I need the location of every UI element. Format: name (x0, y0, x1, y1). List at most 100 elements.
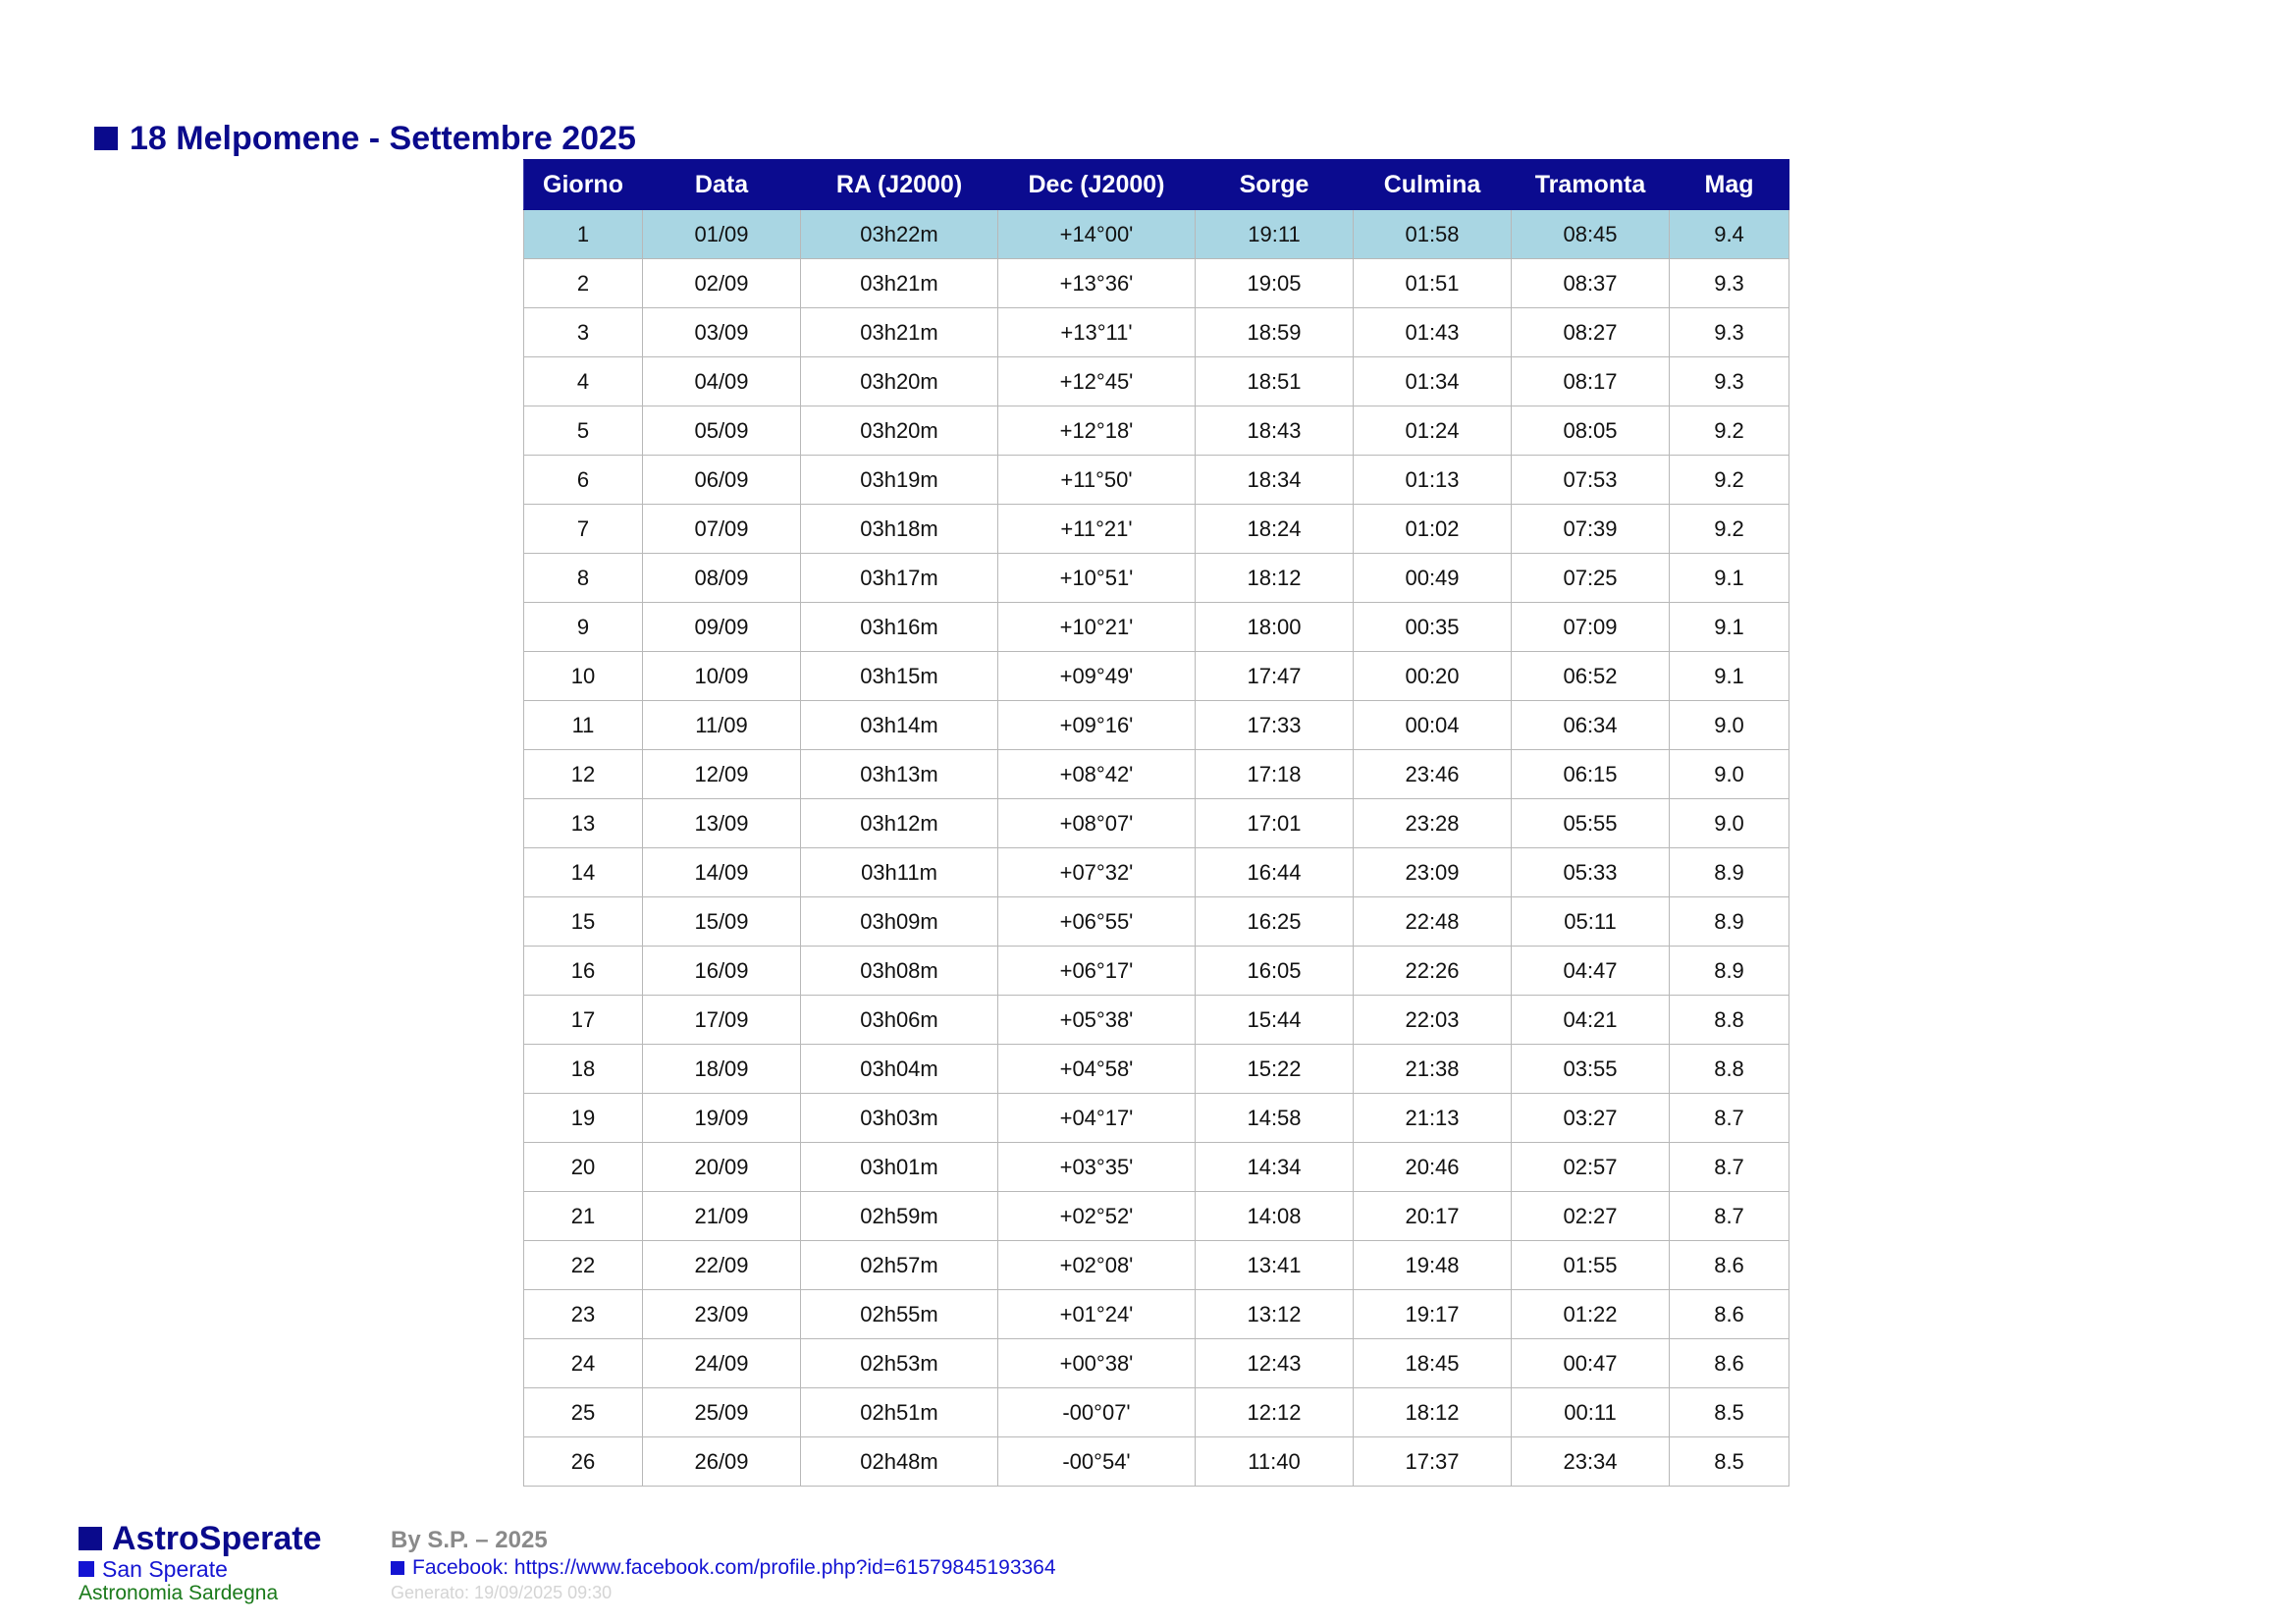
cell-data: 12/09 (642, 749, 801, 799)
cell-ra: 03h04m (800, 1044, 998, 1094)
cell-sorge: 14:58 (1195, 1093, 1354, 1143)
cell-ra: 03h20m (800, 406, 998, 456)
cell-mag: 8.8 (1669, 995, 1789, 1045)
cell-tramonta: 08:37 (1511, 258, 1670, 308)
cell-ra: 03h08m (800, 946, 998, 996)
cell-giorno: 3 (523, 307, 643, 357)
cell-data: 02/09 (642, 258, 801, 308)
cell-giorno: 7 (523, 504, 643, 554)
cell-culmina: 17:37 (1353, 1436, 1512, 1487)
cell-mag: 8.9 (1669, 946, 1789, 996)
table-row: 24 24/09 02h53m +00°38' 12:43 18:45 00:47 8.6 (523, 1338, 1789, 1388)
table-row: 7 07/09 03h18m +11°21' 18:24 01:02 07:39 9.2 (523, 504, 1789, 554)
cell-tramonta: 00:11 (1511, 1387, 1670, 1437)
cell-tramonta: 04:47 (1511, 946, 1670, 996)
cell-mag: 9.0 (1669, 700, 1789, 750)
cell-culmina: 22:03 (1353, 995, 1512, 1045)
cell-giorno: 18 (523, 1044, 643, 1094)
column-header-ra: RA (J2000) (800, 159, 998, 210)
cell-mag: 9.2 (1669, 406, 1789, 456)
cell-ra: 03h20m (800, 356, 998, 406)
cell-mag: 8.7 (1669, 1093, 1789, 1143)
cell-sorge: 17:47 (1195, 651, 1354, 701)
cell-giorno: 24 (523, 1338, 643, 1388)
cell-sorge: 18:00 (1195, 602, 1354, 652)
column-header-dec: Dec (J2000) (997, 159, 1196, 210)
table-row: 23 23/09 02h55m +01°24' 13:12 19:17 01:22 8.6 (523, 1289, 1789, 1339)
cell-tramonta: 23:34 (1511, 1436, 1670, 1487)
cell-sorge: 18:24 (1195, 504, 1354, 554)
cell-ra: 03h13m (800, 749, 998, 799)
cell-tramonta: 08:05 (1511, 406, 1670, 456)
cell-mag: 9.2 (1669, 504, 1789, 554)
cell-sorge: 17:33 (1195, 700, 1354, 750)
cell-culmina: 23:09 (1353, 847, 1512, 897)
table-row: 18 18/09 03h04m +04°58' 15:22 21:38 03:55 8.8 (523, 1044, 1789, 1094)
cell-data: 10/09 (642, 651, 801, 701)
cell-dec: -00°07' (997, 1387, 1196, 1437)
cell-ra: 03h15m (800, 651, 998, 701)
table-row: 1 01/09 03h22m +14°00' 19:11 01:58 08:45 9.4 (523, 209, 1789, 259)
cell-ra: 03h01m (800, 1142, 998, 1192)
cell-giorno: 2 (523, 258, 643, 308)
cell-giorno: 21 (523, 1191, 643, 1241)
cell-dec: +06°17' (997, 946, 1196, 996)
table-row: 4 04/09 03h20m +12°45' 18:51 01:34 08:17 9.3 (523, 356, 1789, 406)
cell-mag: 8.9 (1669, 847, 1789, 897)
cell-giorno: 11 (523, 700, 643, 750)
cell-mag: 9.1 (1669, 651, 1789, 701)
cell-tramonta: 07:53 (1511, 455, 1670, 505)
cell-ra: 03h21m (800, 258, 998, 308)
square-bullet-icon (79, 1527, 102, 1550)
cell-giorno: 23 (523, 1289, 643, 1339)
facebook-link[interactable]: Facebook: https://www.facebook.com/profi… (412, 1556, 1056, 1579)
cell-tramonta: 06:34 (1511, 700, 1670, 750)
cell-culmina: 01:43 (1353, 307, 1512, 357)
cell-dec: +05°38' (997, 995, 1196, 1045)
cell-mag: 8.8 (1669, 1044, 1789, 1094)
cell-sorge: 13:41 (1195, 1240, 1354, 1290)
table-row: 25 25/09 02h51m -00°07' 12:12 18:12 00:11 8.5 (523, 1387, 1789, 1437)
cell-data: 26/09 (642, 1436, 801, 1487)
cell-mag: 9.3 (1669, 356, 1789, 406)
cell-dec: +12°45' (997, 356, 1196, 406)
cell-data: 01/09 (642, 209, 801, 259)
column-header-culmina: Culmina (1353, 159, 1512, 210)
table-row: 6 06/09 03h19m +11°50' 18:34 01:13 07:53 9.2 (523, 455, 1789, 505)
cell-giorno: 1 (523, 209, 643, 259)
cell-culmina: 18:12 (1353, 1387, 1512, 1437)
author-credit: By S.P. – 2025 (391, 1527, 548, 1553)
facebook-link-row[interactable]: Facebook: https://www.facebook.com/profi… (391, 1555, 1056, 1581)
cell-culmina: 22:26 (1353, 946, 1512, 996)
cell-giorno: 26 (523, 1436, 643, 1487)
cell-data: 24/09 (642, 1338, 801, 1388)
cell-mag: 9.2 (1669, 455, 1789, 505)
table-row: 20 20/09 03h01m +03°35' 14:34 20:46 02:57 8.7 (523, 1142, 1789, 1192)
cell-giorno: 15 (523, 896, 643, 947)
table-row: 21 21/09 02h59m +02°52' 14:08 20:17 02:27 8.7 (523, 1191, 1789, 1241)
table-row: 16 16/09 03h08m +06°17' 16:05 22:26 04:47 8.9 (523, 946, 1789, 996)
cell-culmina: 20:17 (1353, 1191, 1512, 1241)
cell-mag: 8.7 (1669, 1191, 1789, 1241)
table-row: 22 22/09 02h57m +02°08' 13:41 19:48 01:55 8.6 (523, 1240, 1789, 1290)
table-row: 26 26/09 02h48m -00°54' 11:40 17:37 23:34 8.5 (523, 1436, 1789, 1487)
cell-mag: 9.3 (1669, 258, 1789, 308)
column-header-tramonta: Tramonta (1511, 159, 1670, 210)
cell-mag: 8.9 (1669, 896, 1789, 947)
cell-data: 20/09 (642, 1142, 801, 1192)
cell-giorno: 10 (523, 651, 643, 701)
cell-culmina: 01:58 (1353, 209, 1512, 259)
cell-culmina: 19:17 (1353, 1289, 1512, 1339)
cell-data: 04/09 (642, 356, 801, 406)
cell-data: 21/09 (642, 1191, 801, 1241)
cell-ra: 02h48m (800, 1436, 998, 1487)
cell-ra: 03h16m (800, 602, 998, 652)
cell-ra: 02h57m (800, 1240, 998, 1290)
cell-sorge: 16:25 (1195, 896, 1354, 947)
cell-mag: 8.6 (1669, 1338, 1789, 1388)
cell-dec: +00°38' (997, 1338, 1196, 1388)
cell-ra: 03h22m (800, 209, 998, 259)
cell-sorge: 13:12 (1195, 1289, 1354, 1339)
cell-sorge: 15:22 (1195, 1044, 1354, 1094)
cell-dec: +11°21' (997, 504, 1196, 554)
